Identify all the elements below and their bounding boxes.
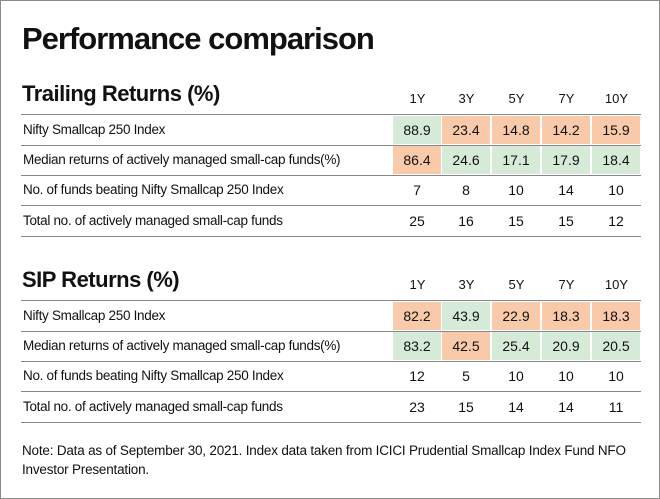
row-label: Total no. of actively managed small-cap … [23, 212, 283, 228]
table-row: Nifty Smallcap 250 Index 82.2 43.9 22.9 18.3… [21, 300, 641, 332]
value-cell: 14.2 [542, 116, 590, 144]
value-cell: 17.9 [542, 145, 590, 174]
value-cell: 15 [508, 212, 524, 229]
row-label: Nifty Smallcap 250 Index [23, 122, 166, 137]
value-cell: 5 [462, 368, 470, 384]
table-row: No. of funds beating Nifty Smallcap 250 … [21, 175, 641, 206]
table-row: No. of funds beating Nifty Smallcap 250 … [21, 361, 641, 392]
value-cell: 24.6 [442, 145, 490, 174]
table-row: Nifty Smallcap 250 Index 88.9 23.4 14.8 14.2… [21, 114, 641, 146]
table-row: Median returns of actively managed small… [21, 145, 641, 176]
value-cell: 17.1 [492, 145, 540, 174]
value-cell: 82.2 [393, 302, 441, 330]
column-header: 5Y [508, 91, 525, 106]
value-cell: 10 [508, 182, 524, 198]
value-cell: 25.4 [492, 331, 540, 360]
row-label: No. of funds beating Nifty Smallcap 250 … [23, 182, 284, 197]
row-label: No. of funds beating Nifty Smallcap 250 … [23, 368, 284, 383]
table-row: Total no. of actively managed small-cap … [21, 392, 641, 423]
column-header: 3Y [458, 277, 475, 292]
value-cell: 12 [608, 212, 624, 229]
value-cell: 83.2 [393, 331, 441, 360]
value-cell: 15 [458, 398, 474, 415]
value-cell: 10 [608, 182, 624, 198]
value-cell: 42.5 [442, 331, 490, 360]
value-cell: 15 [558, 212, 574, 229]
column-header: 7Y [558, 91, 575, 106]
value-cell: 14 [558, 398, 574, 415]
value-cell: 23 [409, 398, 425, 415]
value-cell: 14.8 [492, 116, 540, 144]
value-cell: 10 [508, 368, 524, 384]
value-cell: 10 [558, 368, 574, 384]
column-header: 1Y [409, 277, 426, 292]
value-cell: 20.5 [592, 331, 640, 360]
value-cell: 14 [508, 398, 524, 415]
value-cell: 15.9 [592, 116, 640, 144]
value-cell: 7 [413, 182, 421, 198]
row-label: Median returns of actively managed small… [23, 337, 341, 353]
value-cell: 11 [608, 398, 624, 415]
row-label: Total no. of actively managed small-cap … [23, 398, 283, 414]
note: Note: Data as of September 30, 2021. Ind… [22, 443, 626, 477]
value-cell: 8 [462, 182, 470, 198]
value-cell: 18.3 [542, 302, 590, 330]
table-row: Total no. of actively managed small-cap … [21, 206, 641, 237]
column-header: 5Y [508, 277, 525, 292]
column-header: 10Y [604, 277, 629, 292]
value-cell: 22.9 [492, 302, 540, 330]
value-cell: 88.9 [393, 116, 441, 144]
title: Performance comparison [22, 21, 375, 56]
value-cell: 23.4 [442, 116, 490, 144]
value-cell: 18.3 [592, 302, 640, 330]
value-cell: 20.9 [542, 331, 590, 360]
value-cell: 43.9 [442, 302, 490, 330]
column-header: 7Y [558, 277, 575, 292]
row-label: Median returns of actively managed small… [23, 151, 341, 167]
value-cell: 14 [558, 182, 574, 198]
value-cell: 18.4 [592, 145, 640, 174]
column-header: 10Y [604, 91, 629, 106]
column-header: 3Y [458, 91, 475, 106]
value-cell: 10 [608, 368, 624, 384]
section-heading: SIP Returns (%) [22, 267, 180, 292]
value-cell: 25 [409, 212, 425, 229]
value-cell: 86.4 [393, 145, 441, 174]
value-cell: 12 [409, 368, 425, 384]
column-header: 1Y [409, 91, 426, 106]
value-cell: 16 [458, 212, 474, 229]
section-heading: Trailing Returns (%) [22, 81, 220, 106]
row-label: Nifty Smallcap 250 Index [23, 308, 166, 323]
table-row: Median returns of actively managed small… [21, 331, 641, 362]
